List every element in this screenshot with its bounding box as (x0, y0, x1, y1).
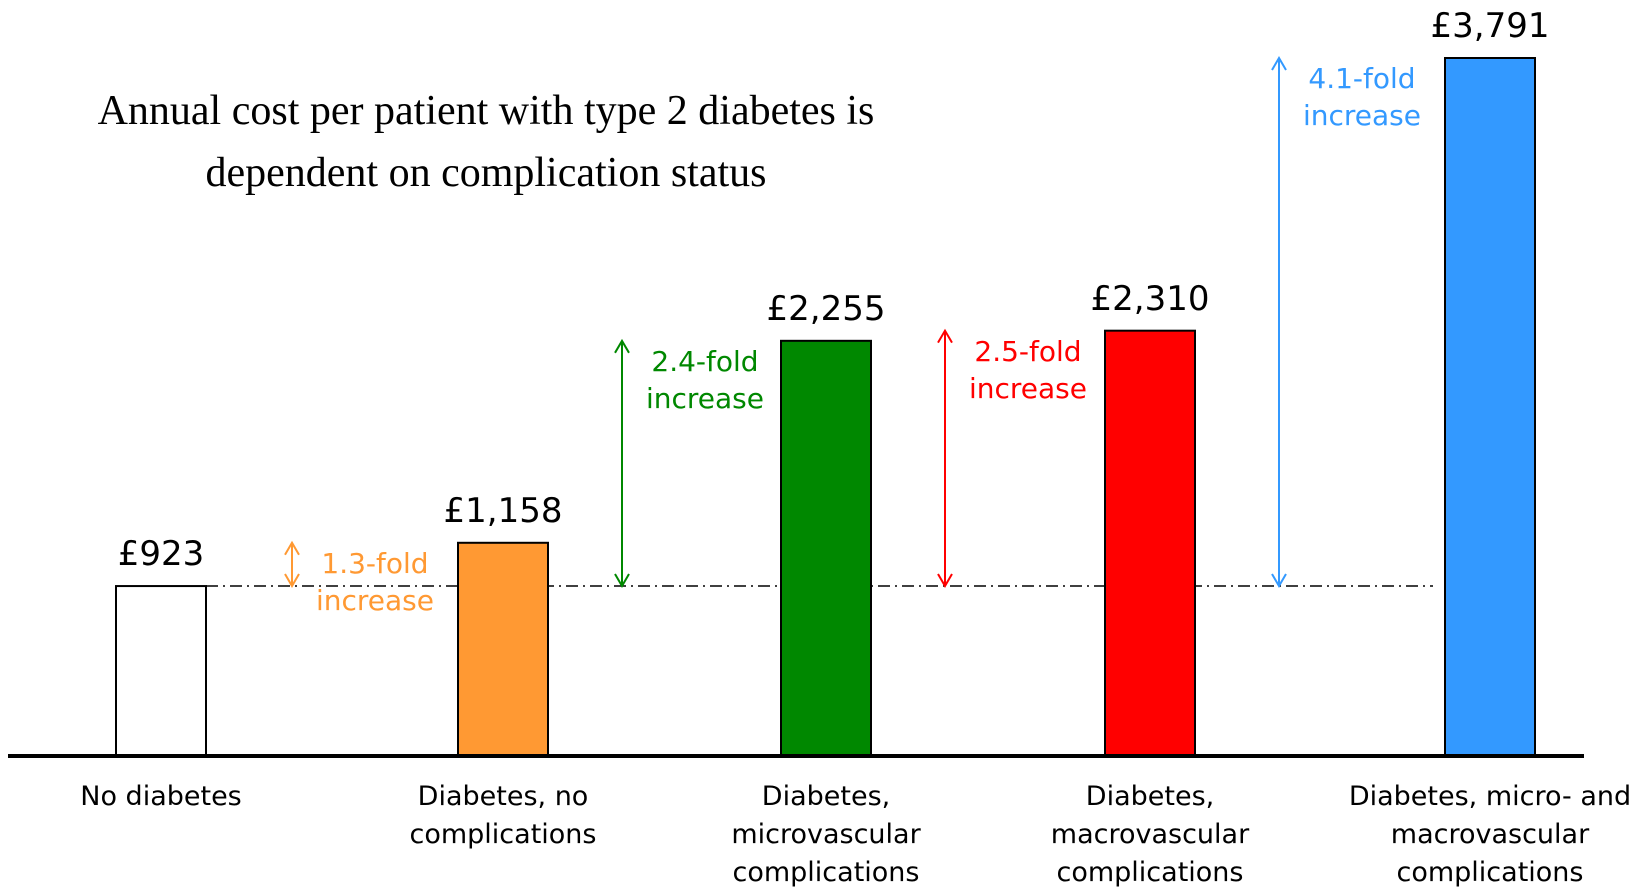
chart-title: Annual cost per patient with type 2 diab… (97, 88, 875, 196)
x-tick-label: Diabetes, microvascular complications (731, 781, 921, 888)
arrow-head (937, 328, 953, 344)
arrow-head (1271, 56, 1287, 71)
annotation: 2.4-fold increase (645, 344, 764, 415)
bar (1444, 57, 1536, 757)
value-label: £1,158 (443, 490, 563, 531)
bar (780, 339, 872, 757)
annotation: 2.5-fold increase (968, 334, 1087, 405)
x-tick-label: No diabetes (80, 781, 242, 812)
bar (115, 585, 207, 758)
value-label: £3,791 (1430, 6, 1550, 46)
x-tick-label: Diabetes, micro- and macrovascular compl… (1348, 781, 1632, 888)
arrow-head (1271, 573, 1287, 589)
arrow-head (937, 573, 953, 589)
x-tick-label: Diabetes, macrovascular complications (1050, 781, 1250, 888)
value-label: £923 (117, 534, 205, 575)
annotation: 4.1-fold increase (1302, 62, 1421, 132)
bar (457, 541, 549, 757)
value-label: £2,310 (1090, 278, 1210, 319)
value-label: £2,255 (766, 288, 886, 329)
arrow-head (614, 338, 630, 354)
arrow-head (284, 540, 300, 556)
annotation: 1.3-fold increase (315, 546, 434, 617)
arrow-head (614, 573, 630, 589)
x-tick-label: Diabetes, no complications (409, 781, 597, 850)
bar (1104, 329, 1196, 757)
arrow-head (284, 573, 300, 589)
